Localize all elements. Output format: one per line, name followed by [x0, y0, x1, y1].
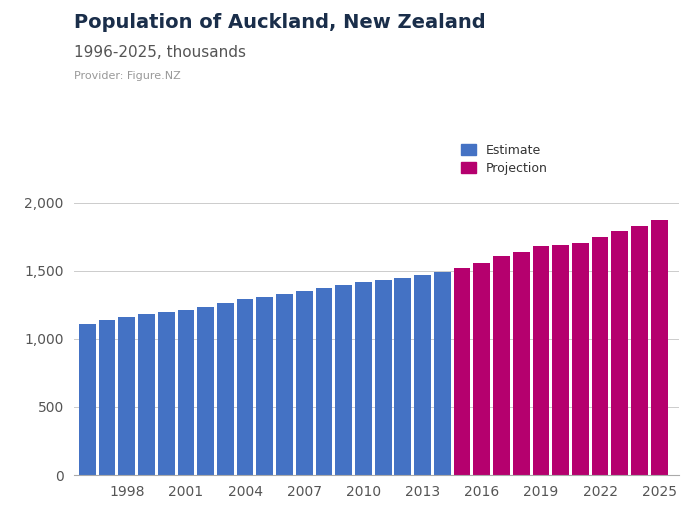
Bar	[454, 268, 470, 475]
Bar	[118, 317, 135, 475]
Bar	[99, 320, 116, 475]
Bar	[434, 272, 451, 475]
Bar	[651, 220, 668, 475]
Bar	[572, 244, 589, 475]
Bar	[355, 282, 372, 475]
Bar	[276, 294, 293, 475]
Bar	[414, 275, 431, 475]
Text: Provider: Figure.NZ: Provider: Figure.NZ	[74, 71, 181, 81]
Bar	[197, 307, 214, 475]
Bar	[296, 290, 313, 475]
Bar	[395, 278, 412, 475]
Bar	[138, 313, 155, 475]
Bar	[374, 280, 391, 475]
Text: Population of Auckland, New Zealand: Population of Auckland, New Zealand	[74, 13, 485, 32]
Bar	[454, 268, 470, 475]
Legend: Estimate, Projection: Estimate, Projection	[461, 144, 548, 175]
Bar	[493, 256, 510, 475]
Bar	[237, 299, 253, 475]
Bar	[79, 324, 96, 475]
Bar	[316, 288, 332, 475]
Bar	[631, 226, 648, 475]
Bar	[158, 312, 174, 475]
Bar	[513, 251, 530, 475]
Bar	[552, 245, 569, 475]
Bar	[217, 303, 234, 475]
Bar	[533, 246, 550, 475]
Bar	[178, 310, 195, 475]
Bar	[473, 263, 490, 475]
Bar	[256, 297, 273, 475]
Text: figure.nz: figure.nz	[581, 15, 662, 32]
Text: 1996-2025, thousands: 1996-2025, thousands	[74, 45, 246, 60]
Bar	[611, 231, 628, 475]
Bar	[592, 237, 608, 475]
Bar	[335, 285, 352, 475]
